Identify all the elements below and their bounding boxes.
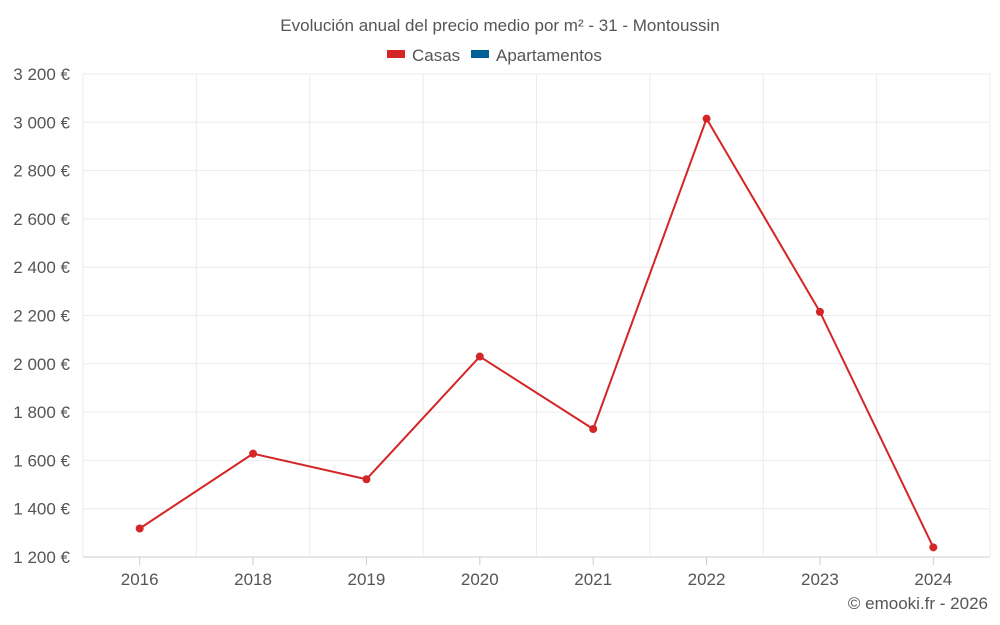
data-point	[475, 352, 484, 361]
x-tick-label: 2022	[688, 570, 726, 589]
series-line-casas	[139, 117, 935, 548]
legend-swatch-casas	[387, 50, 405, 58]
y-tick-label: 1 800 €	[13, 403, 70, 422]
y-tick-label: 2 800 €	[13, 162, 70, 181]
x-tick-label: 2020	[461, 570, 499, 589]
legend-item-casas[interactable]: Casas	[387, 46, 460, 65]
y-tick-label: 2 600 €	[13, 210, 70, 229]
x-gridlines	[82, 74, 991, 557]
series-casas	[135, 114, 938, 552]
legend-item-apartamentos[interactable]: Apartamentos	[471, 46, 602, 65]
y-tick-label: 1 400 €	[13, 500, 70, 519]
data-point	[702, 114, 711, 123]
y-tick-label: 2 200 €	[13, 307, 70, 326]
y-tick-label: 2 000 €	[13, 355, 70, 374]
credit-text: © emooki.fr - 2026	[848, 594, 988, 613]
data-point	[929, 543, 938, 552]
x-tick-label: 2023	[801, 570, 839, 589]
data-point	[135, 524, 144, 533]
y-tick-label: 1 600 €	[13, 451, 70, 470]
legend: Casas Apartamentos	[387, 46, 602, 65]
data-point	[589, 425, 598, 434]
legend-label-casas: Casas	[412, 46, 460, 65]
legend-label-apartamentos: Apartamentos	[496, 46, 602, 65]
x-tick-label: 2021	[574, 570, 612, 589]
x-axis: 2016 2018 2019 2020 2021 2022 2023 2024	[121, 557, 952, 589]
x-tick-label: 2016	[121, 570, 159, 589]
y-tick-label: 3 000 €	[13, 113, 70, 132]
x-tick-label: 2019	[348, 570, 386, 589]
data-point	[362, 475, 371, 484]
y-tick-label: 2 400 €	[13, 258, 70, 277]
x-tick-label: 2018	[234, 570, 272, 589]
y-axis: 1 200 € 1 400 € 1 600 € 1 800 € 2 000 € 2 200…	[13, 65, 70, 567]
legend-swatch-apartamentos	[471, 50, 489, 58]
x-tick-label: 2024	[914, 570, 952, 589]
y-tick-label: 1 200 €	[13, 548, 70, 567]
y-tick-label: 3 200 €	[13, 65, 70, 84]
data-point	[249, 449, 258, 458]
chart-title: Evolución anual del precio medio por m² …	[280, 16, 719, 35]
data-point	[815, 307, 824, 316]
